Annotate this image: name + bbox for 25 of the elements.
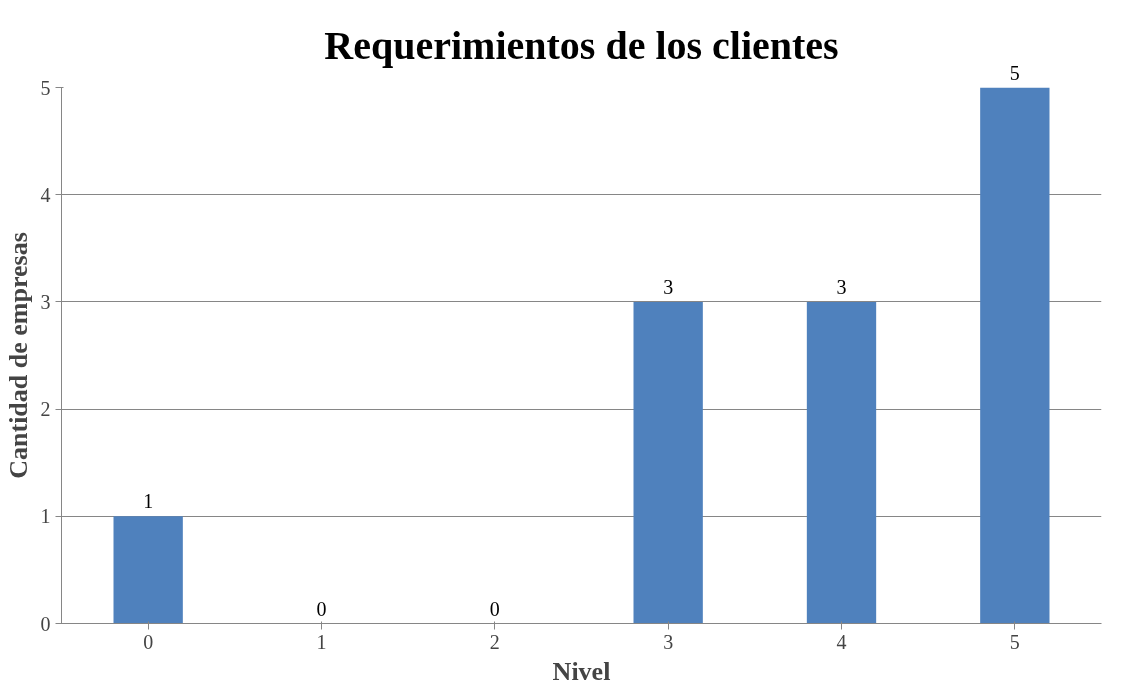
y-tick-label: 1 bbox=[40, 505, 51, 528]
data-label: 0 bbox=[489, 597, 500, 620]
x-tick-label: 0 bbox=[143, 630, 154, 653]
y-tick-label: 3 bbox=[40, 290, 51, 313]
x-axis-title: Nivel bbox=[552, 656, 611, 686]
y-axis-title: Cantidad de empresas bbox=[3, 232, 33, 479]
y-tick-label: 5 bbox=[40, 76, 51, 99]
data-label: 0 bbox=[316, 597, 327, 620]
x-tick-label: 3 bbox=[663, 630, 674, 653]
x-tick-label: 4 bbox=[836, 630, 847, 653]
x-tick-label: 5 bbox=[1009, 630, 1020, 653]
y-tick-label: 4 bbox=[40, 183, 51, 206]
y-tick-label: 0 bbox=[40, 612, 51, 635]
y-tick-label: 2 bbox=[40, 398, 51, 421]
x-tick-label: 2 bbox=[489, 630, 500, 653]
bar bbox=[980, 87, 1050, 624]
bar bbox=[633, 301, 703, 624]
data-label: 1 bbox=[143, 490, 154, 513]
bar bbox=[806, 301, 877, 624]
data-label: 3 bbox=[663, 275, 674, 298]
bar bbox=[113, 516, 183, 624]
x-tick-label: 1 bbox=[316, 630, 327, 653]
chart-title: Requerimientos de los clientes bbox=[324, 22, 839, 68]
data-label: 3 bbox=[836, 275, 847, 298]
data-label: 5 bbox=[1009, 61, 1020, 84]
